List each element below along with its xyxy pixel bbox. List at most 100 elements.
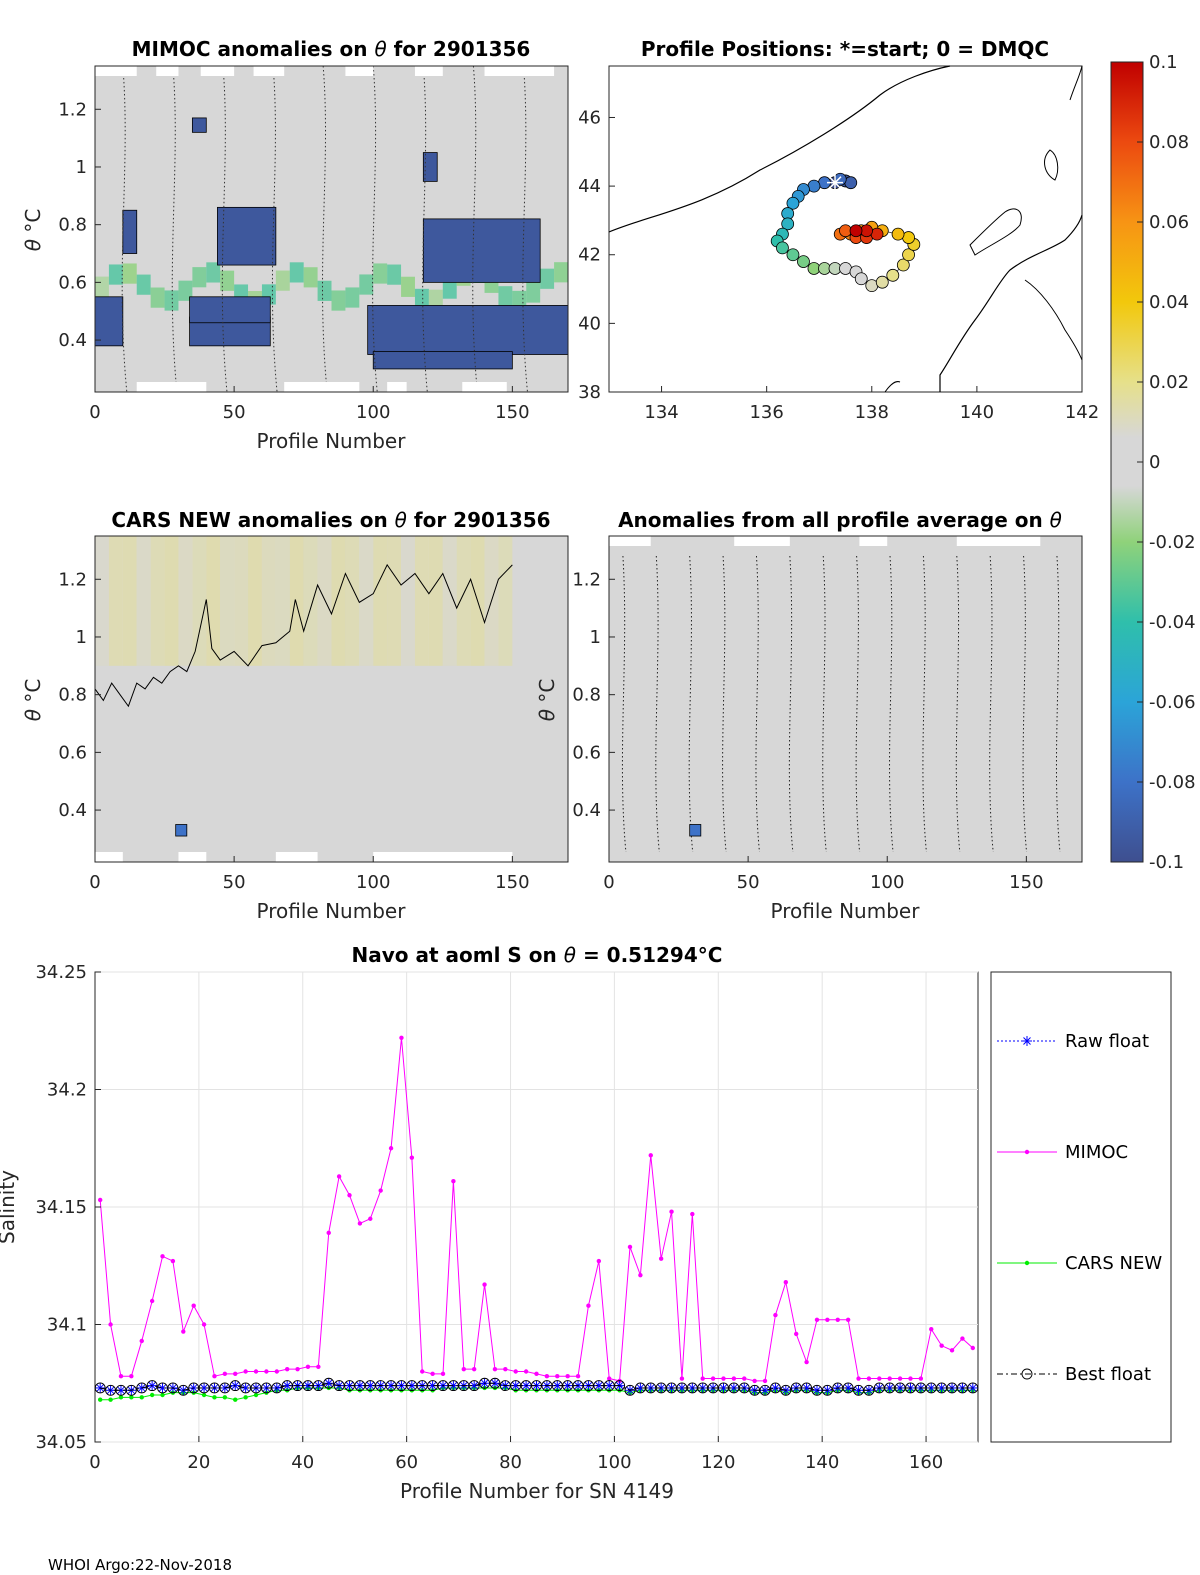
data-point [253,1369,259,1374]
profile-position-point [891,227,905,241]
salinity-x-ticks: 0 20 40 60 80 100 120 140 160 [89,1436,943,1473]
mimoc-weak-cell [442,278,457,299]
profile-position-point [886,268,900,282]
asterisk-stroke [158,1384,167,1392]
data-point [770,1382,781,1393]
profile-position-point [786,196,800,210]
average-panel: Anomalies from all profile average on θ … [535,508,1083,923]
data-point [222,1395,228,1400]
mimoc-weak-cell [108,264,123,285]
average-ylabel: θ °C [535,679,559,722]
data-point [219,1382,231,1394]
x-tick-label: 100 [356,872,390,893]
asterisk-stroke [283,1381,292,1390]
y-tick-label: 1 [590,627,601,648]
cars-warm-cell [498,536,513,666]
data-point [624,1384,636,1396]
series-line [100,1382,973,1391]
data-point [125,1384,137,1396]
data-point [97,1397,103,1402]
asterisk-stroke [366,1381,375,1390]
data-point [160,1392,165,1398]
data-point [760,1385,771,1396]
y-tick-label: 0.4 [572,800,601,821]
data-point [648,1153,653,1158]
data-point [108,1397,113,1402]
data-point [967,1382,978,1393]
colorbar-tick-label: -0.08 [1149,772,1196,793]
data-point [762,1378,768,1384]
data-point [469,1380,480,1391]
data-point [503,1366,508,1372]
average-missing-data [859,536,888,546]
mimoc-missing-data [200,66,235,76]
asterisk-stroke [885,1384,894,1392]
cars-warm-cell [150,536,165,666]
data-point [635,1382,646,1393]
data-point [845,1317,851,1323]
coastline-peninsula [969,208,1022,256]
average-xlabel: Profile Number [771,899,921,923]
data-point [177,1384,189,1396]
data-point [191,1303,196,1308]
x-tick-label: 50 [223,872,246,893]
x-tick-label: 0 [603,872,614,893]
cars-warm-cell [220,536,235,666]
mimoc-strong-cell [372,351,513,370]
y-tick-label: 42 [578,245,601,266]
mimoc-weak-cell [164,290,179,311]
cars-strong-cell [175,824,188,837]
data-point [887,1376,892,1381]
coastline-southeast [1024,279,1083,361]
colorbar-tick-label: 0 [1149,452,1160,473]
data-point [614,1380,626,1392]
y-tick-label: 1.2 [58,569,87,590]
salinity-xlabel: Profile Number for SN 4149 [400,1479,674,1503]
average-background [609,536,1082,862]
coastline-honshu-north [608,65,951,233]
series-best-float [94,1377,979,1396]
salinity-grid [95,971,978,1443]
mimoc-weak-cell [122,263,137,284]
data-point [188,1382,199,1393]
mimoc-anomaly-field [94,65,569,393]
data-point [627,1244,633,1250]
asterisk-stroke [927,1384,936,1392]
y-tick-label: 34.25 [35,962,87,983]
data-point [243,1395,248,1400]
asterisk-stroke [324,1379,333,1388]
start-asterisk-stroke [828,176,842,190]
cars-missing-data [373,852,513,862]
mimoc-missing-data [253,66,285,76]
data-point [274,1369,279,1374]
cars-warm-cell [456,536,471,666]
legend-label: CARS NEW [1065,1253,1162,1274]
cars-warm-cell [261,536,276,666]
colorbar-tick-label: -0.04 [1149,612,1196,633]
mimoc-weak-cell [95,276,109,297]
profile-position-point [776,241,789,255]
mimoc-weak-cell [373,263,388,284]
mimoc-weak-cell [359,274,374,295]
mimoc-y-ticks: 0.4 0.6 0.8 1 1.2 [58,99,101,351]
cars-y-ticks: 0.4 0.6 0.8 1 1.2 [58,569,101,821]
salinity-y-ticks: 34.05 34.1 34.15 34.2 34.25 [35,962,101,1453]
mimoc-strong-cell [94,296,124,347]
mimoc-zero-contour [171,65,178,393]
asterisk-stroke [594,1381,603,1390]
mimoc-ylabel: θ °C [21,209,45,252]
asterisk-stroke [813,1386,821,1395]
asterisk-stroke [553,1381,562,1390]
mimoc-strong-cell [367,305,569,355]
average-title: Anomalies from all profile average on θ [618,508,1062,532]
profile-position-point [849,224,863,238]
cars-missing-data [275,852,318,862]
y-tick-label: 1.2 [572,569,601,590]
mimoc-panel: MIMOC anomalies on θ for 2901356 0 50 100 1… [21,37,569,453]
asterisk-stroke [407,1381,416,1390]
data-point [347,1193,352,1198]
profile-position-point [786,248,800,262]
mimoc-weak-cell [540,268,555,289]
footer-stamp: WHOI Argo:22-Nov-2018 [48,1556,232,1574]
asterisk-stroke [802,1384,811,1392]
